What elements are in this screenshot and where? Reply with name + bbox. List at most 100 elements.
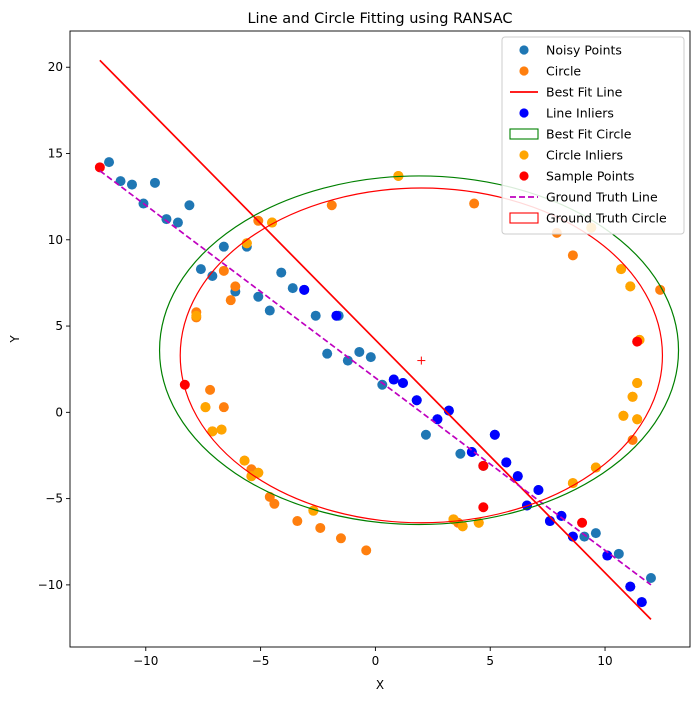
point-3-7 — [239, 455, 250, 466]
legend: Noisy Points Circle Best Fit Line Line Inli… — [501, 36, 685, 235]
point-4-1 — [179, 379, 190, 390]
point-4-3 — [478, 502, 489, 513]
point-3-5 — [216, 424, 227, 435]
point-2-8 — [489, 429, 500, 440]
legend-swatch-8 — [509, 212, 539, 224]
point-2-3 — [397, 378, 408, 388]
point-1-8 — [225, 295, 236, 306]
point-1-11 — [205, 384, 216, 395]
point-1-7 — [230, 281, 241, 292]
point-4-2 — [478, 460, 489, 471]
ground-truth-line — [99, 170, 652, 586]
point-1-44 — [567, 250, 578, 261]
y-tick-label-6: 20 — [48, 60, 63, 74]
point-1-1 — [469, 198, 480, 209]
y-axis-label: Y — [8, 335, 22, 344]
point-3-2 — [241, 238, 252, 249]
point-2-7 — [466, 447, 477, 458]
point-0-10 — [218, 241, 229, 252]
point-0-13 — [253, 291, 264, 302]
legend-swatch-3 — [519, 108, 529, 118]
point-0-24 — [377, 379, 388, 390]
legend-box — [501, 36, 685, 235]
point-0-9 — [207, 271, 218, 282]
point-3-22 — [616, 264, 627, 275]
legend-label-7: Ground Truth Line — [546, 190, 658, 205]
legend-label-0: Noisy Points — [546, 43, 622, 58]
legend-label-5: Circle Inliers — [546, 148, 623, 163]
legend-label-1: Circle — [546, 64, 581, 79]
point-4-4 — [577, 517, 588, 528]
point-3-21 — [625, 281, 636, 292]
point-3-15 — [590, 462, 601, 473]
point-3-9 — [253, 467, 264, 478]
point-0-21 — [342, 355, 353, 366]
point-0-48 — [645, 572, 656, 583]
point-0-31 — [455, 448, 466, 459]
point-2-12 — [533, 484, 544, 495]
point-0-19 — [322, 348, 333, 359]
point-1-21 — [269, 498, 280, 509]
legend-label-8: Ground Truth Circle — [546, 211, 667, 226]
point-0-8 — [195, 264, 206, 275]
x-tick-label-4: 10 — [597, 654, 612, 668]
point-3-17 — [627, 391, 638, 402]
legend-swatch-5 — [519, 150, 529, 160]
x-axis-label: X — [376, 678, 384, 692]
point-0-7 — [184, 200, 195, 211]
point-1-22 — [292, 516, 303, 527]
point-0-22 — [354, 346, 365, 357]
legend-swatch-6 — [519, 171, 529, 181]
point-1-34 — [627, 434, 638, 445]
legend-swatch-1 — [519, 66, 529, 76]
point-0-6 — [172, 217, 183, 228]
point-3-6 — [207, 426, 218, 437]
point-2-14 — [556, 510, 567, 521]
y-tick-label-0: −10 — [38, 578, 63, 592]
point-3-20 — [632, 414, 643, 425]
legend-label-4: Best Fit Circle — [546, 127, 632, 142]
point-3-3 — [191, 310, 202, 321]
point-2-17 — [625, 581, 636, 592]
point-1-2 — [326, 200, 337, 211]
best-fit-line — [99, 59, 652, 620]
legend-swatch-4 — [509, 128, 539, 140]
x-tick-label-2: 0 — [372, 654, 380, 668]
point-1-24 — [315, 522, 326, 533]
point-3-16 — [618, 410, 629, 421]
ground-truth-circle — [179, 187, 664, 524]
x-tick-label-1: −5 — [252, 654, 270, 668]
point-0-42 — [579, 531, 590, 542]
point-0-0 — [104, 157, 115, 168]
best-fit-circle — [158, 175, 680, 526]
axes: −10 −5 0 5 10 −10 −5 0 5 10 15 20 — [38, 60, 613, 668]
point-1-13 — [218, 402, 229, 413]
point-0-4 — [149, 177, 160, 188]
point-2-10 — [512, 471, 523, 482]
point-0-28 — [420, 429, 431, 440]
point-0-2 — [127, 179, 137, 190]
x-tick-label-0: −10 — [133, 654, 158, 668]
point-4-0 — [94, 162, 105, 173]
point-2-0 — [299, 284, 310, 295]
point-2-2 — [388, 374, 399, 385]
point-1-25 — [335, 533, 346, 544]
chart-title: Line and Circle Fitting using RANSAC — [247, 11, 512, 27]
point-2-9 — [501, 457, 512, 468]
plot-area — [94, 59, 680, 620]
legend-label-2: Best Fit Line — [546, 85, 623, 100]
legend-label-3: Line Inliers — [546, 106, 614, 121]
point-0-15 — [276, 267, 287, 278]
point-3-18 — [632, 378, 643, 388]
point-0-16 — [287, 283, 298, 294]
point-2-4 — [411, 395, 422, 406]
point-3-14 — [567, 478, 578, 489]
plot-frame — [69, 30, 691, 648]
y-tick-label-4: 10 — [48, 233, 63, 247]
legend-swatch-0 — [519, 45, 529, 55]
point-2-6 — [443, 405, 454, 416]
legend-label-6: Sample Points — [546, 169, 634, 184]
point-3-12 — [457, 521, 468, 532]
point-0-14 — [264, 305, 275, 316]
